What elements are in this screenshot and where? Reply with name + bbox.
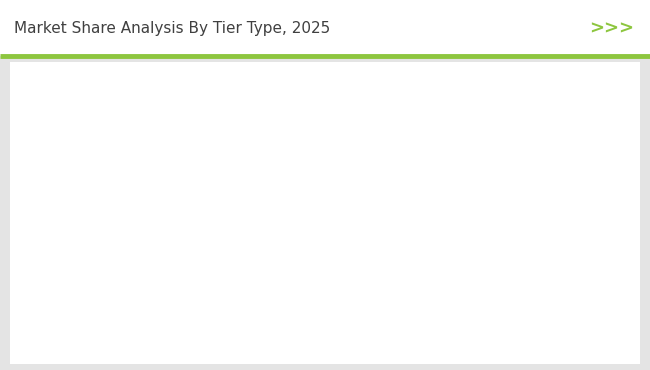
Bar	[506, 78, 566, 158]
Bar	[318, 158, 378, 245]
Bar	[129, 245, 189, 335]
Text: >>>: >>>	[589, 19, 634, 37]
Text: Market Share Analysis By Tier Type, 2025: Market Share Analysis By Tier Type, 2025	[14, 21, 331, 36]
